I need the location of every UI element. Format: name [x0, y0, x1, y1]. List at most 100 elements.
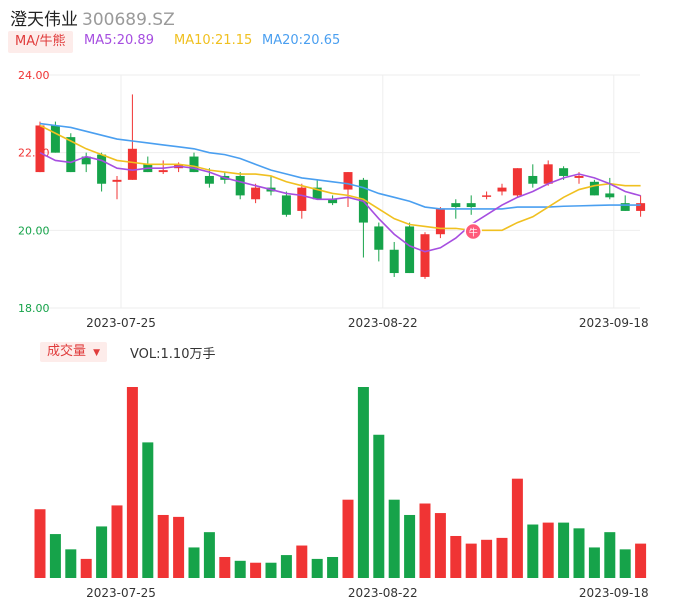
candle-body — [66, 137, 76, 173]
volume-bar — [65, 549, 77, 578]
candle-body — [482, 195, 492, 197]
volume-bar — [542, 522, 554, 578]
candle-body — [574, 175, 584, 178]
candle-body — [35, 125, 45, 173]
volume-bar — [203, 532, 215, 578]
y-tick-label: 20.00 — [18, 224, 50, 237]
volume-bar — [96, 526, 108, 578]
volume-bar — [234, 560, 246, 578]
candle-body — [605, 193, 615, 198]
volume-bar — [588, 547, 600, 578]
volume-bar — [250, 562, 262, 578]
stock-title: 澄天伟业 300689.SZ — [10, 5, 175, 30]
volume-bar — [142, 442, 154, 578]
volume-bar — [111, 505, 123, 578]
volume-bar — [388, 499, 400, 578]
volume-bar — [34, 509, 46, 578]
candle-body — [235, 175, 245, 196]
y-tick-label: 18.00 — [18, 302, 50, 315]
candle-body — [405, 226, 415, 274]
candle-body — [389, 249, 399, 274]
volume-bar — [434, 513, 446, 578]
candle-body — [189, 156, 199, 173]
x-tick-label: 2023-07-25 — [86, 316, 156, 330]
candle-body — [636, 203, 646, 211]
volume-indicator-selector[interactable]: 成交量 ▼ — [40, 342, 108, 362]
ma5-legend: MA5:20.89 — [84, 33, 154, 48]
volume-bar — [157, 514, 169, 578]
ma5-line — [39, 151, 641, 253]
candle-body — [127, 148, 137, 180]
volume-bar — [450, 535, 462, 578]
candle-body — [420, 234, 430, 277]
candle-body — [328, 199, 338, 204]
volume-bar — [635, 543, 647, 578]
candle-body — [589, 181, 599, 196]
candle-body — [281, 195, 291, 215]
volume-bar — [357, 387, 369, 578]
chevron-down-icon: ▼ — [93, 348, 101, 358]
bull-badge-label: 牛 — [469, 226, 478, 238]
candle-body — [204, 175, 214, 184]
candle-body — [343, 172, 353, 190]
volume-bar — [327, 556, 339, 578]
volume-bar — [604, 532, 616, 578]
candle-body — [50, 125, 60, 153]
x-tick-label: 2023-09-18 — [579, 316, 649, 330]
candle-body — [312, 187, 322, 200]
candle-body — [297, 187, 307, 211]
volume-bar — [619, 549, 631, 578]
ma-indicator-selector[interactable]: MA/牛熊 — [8, 31, 73, 53]
y-tick-label: 22.00 — [18, 147, 50, 160]
candle-body — [466, 203, 476, 208]
candle-body — [97, 154, 107, 184]
x-tick-label: 2023-08-22 — [348, 316, 418, 330]
volume-bar — [465, 543, 477, 578]
candle-body — [497, 187, 507, 192]
volume-bar — [342, 499, 354, 578]
volume-bar — [265, 562, 277, 578]
y-tick-label: 24.00 — [18, 69, 50, 82]
volume-bar — [219, 556, 231, 578]
volume-x-tick-label: 2023-09-18 — [579, 586, 649, 600]
volume-bar — [496, 537, 508, 578]
candle-body — [112, 179, 122, 182]
candle-body — [512, 168, 522, 196]
ma10-legend: MA10:21.15 — [174, 33, 253, 48]
ma20-line — [39, 122, 641, 210]
candle-body — [451, 203, 461, 208]
bull-icon — [464, 222, 482, 241]
candle-body — [251, 187, 261, 200]
volume-bar — [419, 503, 431, 578]
volume-tag-label: 成交量 — [47, 344, 87, 359]
volume-bar — [80, 558, 92, 578]
candle-body — [435, 208, 445, 235]
candle-body — [81, 156, 91, 165]
volume-bar — [404, 514, 416, 578]
volume-bar — [373, 434, 385, 578]
volume-bar — [188, 547, 200, 578]
candle-body — [374, 226, 384, 250]
volume-x-tick-label: 2023-08-22 — [348, 586, 418, 600]
volume-bar — [481, 539, 493, 578]
volume-bar — [527, 524, 539, 578]
volume-bar — [511, 478, 523, 578]
candle-body — [620, 203, 630, 211]
volume-value: VOL:1.10万手 — [130, 347, 216, 362]
volume-bar — [280, 555, 292, 578]
volume-bar — [573, 528, 585, 578]
volume-x-tick-label: 2023-07-25 — [86, 586, 156, 600]
volume-bar — [126, 387, 138, 578]
candle-body — [528, 175, 538, 184]
stock-code: 300689.SZ — [82, 10, 175, 30]
candle-body — [543, 164, 553, 184]
volume-bar — [558, 522, 570, 578]
stock-name: 澄天伟业 — [10, 10, 78, 30]
volume-bar — [296, 545, 308, 578]
volume-bar — [49, 534, 61, 578]
ma20-legend: MA20:20.65 — [262, 33, 341, 48]
candle-body — [559, 168, 569, 176]
ma10-line — [39, 124, 641, 232]
volume-bar — [173, 516, 185, 578]
